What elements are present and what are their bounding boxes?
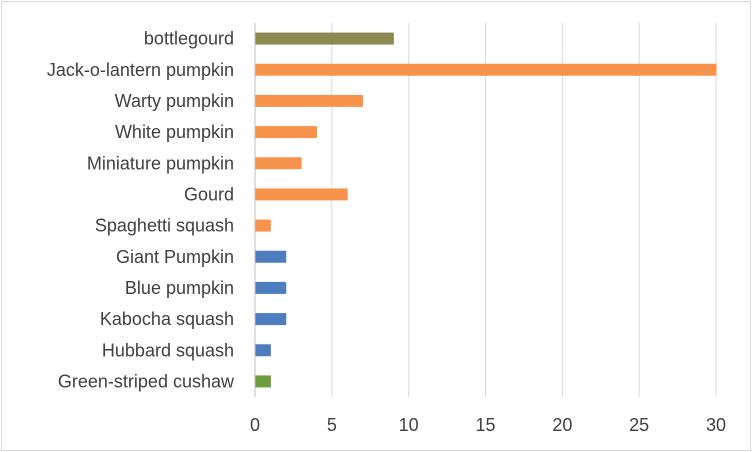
x-tick-label: 30 [706,415,726,435]
x-tick-label: 5 [327,415,337,435]
category-label: Miniature pumpkin [87,153,234,173]
bar [255,375,271,388]
bar [255,188,348,201]
category-label: Blue pumpkin [125,278,234,298]
category-labels: bottlegourd Jack-o-lantern pumpkin Warty p… [47,29,235,392]
category-label: Jack-o-lantern pumpkin [47,60,234,80]
bar [255,126,317,139]
x-tick-label: 20 [552,415,572,435]
bar [255,63,717,76]
bar [255,250,287,263]
bar [255,219,271,232]
category-label: Green-striped cushaw [58,371,235,391]
category-label: Kabocha squash [100,309,234,329]
bar [255,32,394,45]
category-label: Spaghetti squash [95,216,234,236]
x-tick-label: 15 [475,415,495,435]
value-axis-ticks: 0 5 10 15 20 25 30 [250,415,726,435]
category-label: bottlegourd [144,29,234,49]
category-label: White pumpkin [115,122,234,142]
category-label: Hubbard squash [102,340,234,360]
x-tick-label: 25 [629,415,649,435]
bars [255,32,717,388]
category-label: Gourd [184,184,234,204]
bar [255,313,287,326]
x-tick-label: 10 [399,415,419,435]
bar [255,281,287,294]
gridlines [331,23,717,397]
bar [255,344,271,357]
bar [255,94,364,107]
category-label: Warty pumpkin [115,91,234,111]
category-label: Giant Pumpkin [116,247,234,267]
x-tick-label: 0 [250,415,260,435]
bar [255,157,302,170]
